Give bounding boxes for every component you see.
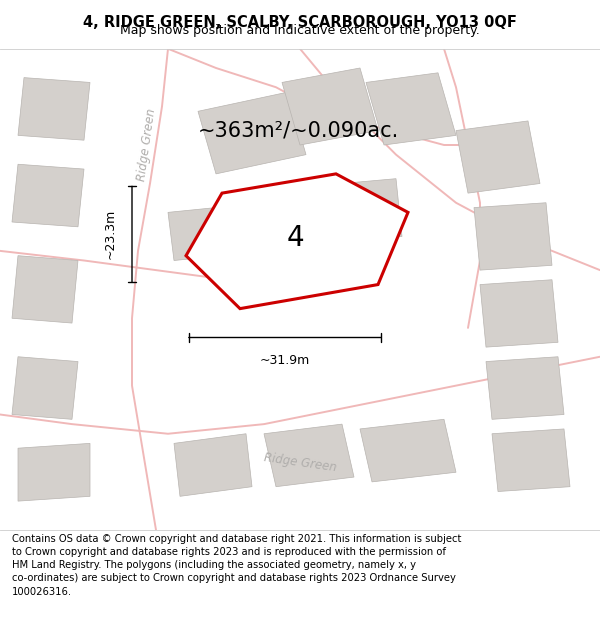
Polygon shape xyxy=(12,164,84,227)
Polygon shape xyxy=(456,121,540,193)
Polygon shape xyxy=(480,280,558,347)
Polygon shape xyxy=(282,68,378,145)
Polygon shape xyxy=(186,174,408,309)
Polygon shape xyxy=(12,256,78,323)
Text: Ridge Green: Ridge Green xyxy=(263,451,337,474)
Text: Map shows position and indicative extent of the property.: Map shows position and indicative extent… xyxy=(120,24,480,36)
Polygon shape xyxy=(360,419,456,482)
Text: Ridge Green: Ridge Green xyxy=(136,107,158,182)
Polygon shape xyxy=(198,92,306,174)
Text: ~23.3m: ~23.3m xyxy=(104,209,117,259)
Text: ~363m²/~0.090ac.: ~363m²/~0.090ac. xyxy=(198,121,399,141)
Text: Contains OS data © Crown copyright and database right 2021. This information is : Contains OS data © Crown copyright and d… xyxy=(12,534,461,597)
Text: 4: 4 xyxy=(286,224,304,252)
Text: 4, RIDGE GREEN, SCALBY, SCARBOROUGH, YO13 0QF: 4, RIDGE GREEN, SCALBY, SCARBOROUGH, YO1… xyxy=(83,14,517,29)
Polygon shape xyxy=(366,72,456,145)
Polygon shape xyxy=(486,357,564,419)
Polygon shape xyxy=(18,443,90,501)
Polygon shape xyxy=(492,429,570,491)
Polygon shape xyxy=(168,208,222,261)
Polygon shape xyxy=(474,202,552,270)
Polygon shape xyxy=(342,179,402,241)
Text: ~31.9m: ~31.9m xyxy=(260,354,310,367)
Polygon shape xyxy=(12,357,78,419)
Polygon shape xyxy=(174,434,252,496)
Polygon shape xyxy=(264,424,354,487)
Polygon shape xyxy=(18,78,90,140)
